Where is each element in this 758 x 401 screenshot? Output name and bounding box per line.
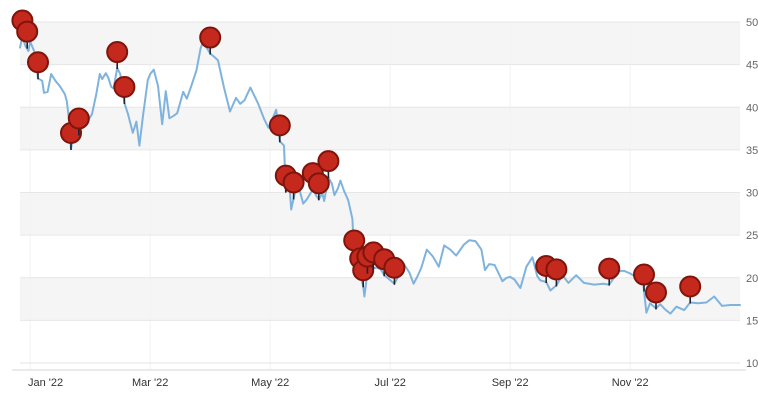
event-pin[interactable] (307, 172, 330, 195)
y-axis-label: 45k (746, 60, 758, 72)
plot-band (20, 22, 740, 65)
x-axis-label: Nov '22 (612, 377, 649, 389)
event-pin[interactable] (679, 275, 702, 298)
event-pin[interactable] (27, 51, 49, 74)
event-pin[interactable] (645, 281, 667, 304)
x-axis-label: Jul '22 (374, 377, 405, 389)
y-axis-label: 25k (746, 230, 758, 242)
y-axis-label: 50k (746, 17, 758, 29)
event-pin[interactable] (67, 107, 90, 130)
event-pin[interactable] (106, 41, 129, 64)
x-axis-label: Mar '22 (132, 377, 168, 389)
event-pin[interactable] (113, 75, 136, 98)
x-axis-label: Sep '22 (492, 377, 529, 389)
event-pin[interactable] (282, 171, 305, 194)
event-pin[interactable] (199, 26, 222, 49)
event-pin[interactable] (16, 20, 39, 43)
event-pin[interactable] (545, 258, 568, 281)
y-axis-label: 35k (746, 145, 758, 157)
event-pin[interactable] (633, 263, 655, 286)
y-axis-label: 10k (746, 358, 758, 370)
event-pin[interactable] (317, 150, 340, 173)
plot-band (20, 277, 740, 321)
event-pin[interactable] (268, 114, 291, 137)
event-pin[interactable] (383, 256, 406, 279)
y-axis-label: 30k (746, 188, 758, 200)
plot-band (20, 192, 740, 236)
y-axis-label: 40k (746, 102, 758, 114)
x-axis-label: Jan '22 (28, 377, 63, 389)
y-axis-label: 15k (746, 315, 758, 327)
x-axis-label: May '22 (251, 377, 289, 389)
event-pin[interactable] (598, 257, 621, 280)
y-axis-label: 20k (746, 273, 758, 285)
